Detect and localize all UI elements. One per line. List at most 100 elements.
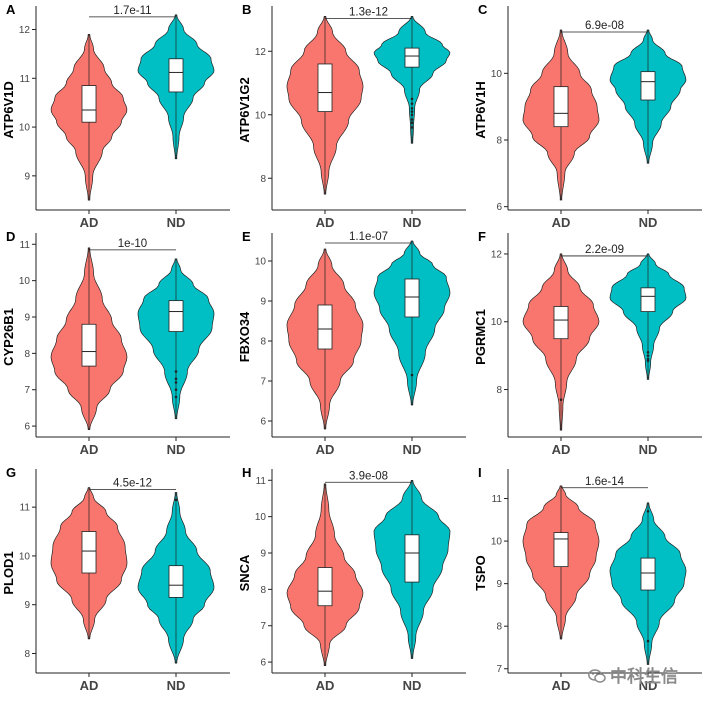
y-tick-label: 10 <box>255 110 267 121</box>
outlier-point <box>646 509 650 513</box>
watermark: 中科生信 <box>588 662 678 687</box>
y-tick-label: 8 <box>24 649 30 660</box>
outlier-point <box>410 102 414 105</box>
x-tick-label: ND <box>639 678 658 693</box>
x-tick-label: ND <box>403 678 422 693</box>
x-tick-label: ND <box>639 442 658 457</box>
p-value-label: 4.5e-12 <box>113 478 152 490</box>
panel-letter: C <box>478 2 488 17</box>
box-nd <box>640 71 656 101</box>
y-tick-label: 12 <box>491 249 503 260</box>
y-tick-label: 6 <box>24 422 30 433</box>
box-nd <box>404 534 420 583</box>
y-axis-label: TSPO <box>473 555 488 590</box>
p-value-label: 1.3e-12 <box>349 6 388 18</box>
y-tick-label: 6 <box>260 417 266 428</box>
panel-h: H SNCA 6 7 8 9 10 11 AD ND 3.9e-08 <box>237 465 466 693</box>
x-tick-label: AD <box>552 215 571 230</box>
x-tick-label: ND <box>167 678 186 693</box>
x-tick-label: ND <box>403 215 422 230</box>
y-tick-label: 9 <box>24 600 30 611</box>
y-tick-label: 7 <box>260 621 266 632</box>
x-tick-label: AD <box>80 442 99 457</box>
x-tick-label: AD <box>80 678 99 693</box>
y-tick-label: 8 <box>496 622 502 633</box>
y-axis-label: FBXO34 <box>237 311 252 362</box>
outlier-point <box>646 639 650 643</box>
y-tick-label: 6 <box>496 202 502 213</box>
outlier-point <box>174 381 178 384</box>
y-tick-label: 9 <box>260 549 266 560</box>
panel-a: A ATP6V1D 9 10 11 12 AD ND 1.7e-11 <box>1 2 230 230</box>
outlier-point <box>410 107 414 110</box>
y-tick-label: 10 <box>491 537 503 548</box>
x-tick-label: ND <box>403 442 422 457</box>
outlier-point <box>646 359 650 363</box>
p-value-label: 3.9e-08 <box>349 470 388 482</box>
box-ad <box>81 85 97 123</box>
outlier-point <box>410 97 414 101</box>
y-tick-label: 11 <box>256 476 267 487</box>
outlier-point <box>410 373 414 377</box>
panel-f: F PGRMC1 8 10 12 AD ND 2.2e-09 <box>473 229 702 457</box>
p-value-label: 1e-10 <box>118 238 147 250</box>
panel-i: I TSPO 7 8 9 10 11 AD ND 1.6e-14 <box>473 465 702 693</box>
outlier-point <box>410 126 414 129</box>
box-ad <box>317 63 333 112</box>
y-tick-label: 9 <box>24 313 30 324</box>
y-tick-label: 8 <box>260 174 266 185</box>
y-tick-label: 11 <box>20 74 31 85</box>
panel-letter: A <box>6 2 16 17</box>
panel-letter: H <box>242 465 251 480</box>
p-value-label: 1.7e-11 <box>113 5 151 17</box>
y-tick-label: 11 <box>492 494 503 505</box>
watermark-text: 中科生信 <box>610 667 678 687</box>
y-tick-label: 12 <box>255 47 267 58</box>
y-axis-label: ATP6V1D <box>1 81 16 139</box>
box-ad <box>553 86 569 128</box>
y-tick-label: 10 <box>255 512 267 523</box>
y-tick-label: 10 <box>491 69 503 80</box>
y-tick-label: 9 <box>260 297 266 308</box>
p-value-label: 1.6e-14 <box>585 476 625 488</box>
outlier-point <box>646 354 650 357</box>
y-tick-label: 8 <box>24 349 30 360</box>
y-tick-label: 11 <box>20 503 31 514</box>
outlier-point <box>410 121 414 124</box>
outlier-point <box>174 395 178 399</box>
y-axis-label: PLOD1 <box>1 551 16 594</box>
x-tick-label: AD <box>552 442 571 457</box>
p-value-label: 6.9e-08 <box>585 20 624 32</box>
wechat-icon <box>588 669 606 683</box>
x-tick-label: AD <box>80 215 99 230</box>
outlier-point <box>410 113 414 117</box>
panel-g: G PLOD1 8 9 10 11 AD ND 4.5e-12 <box>1 465 230 693</box>
box-nd <box>404 47 420 68</box>
y-tick-label: 9 <box>496 579 502 590</box>
y-tick-label: 7 <box>24 385 30 396</box>
panel-b: B ATP6V1G2 8 10 12 AD ND 1.3e-12 <box>237 2 466 230</box>
y-tick-label: 7 <box>260 377 266 388</box>
box-nd <box>640 557 656 591</box>
x-tick-label: AD <box>316 442 335 457</box>
x-tick-label: AD <box>316 678 335 693</box>
outlier-point <box>174 370 178 373</box>
box-nd <box>168 565 184 598</box>
y-tick-label: 8 <box>260 585 266 596</box>
y-tick-label: 10 <box>19 551 31 562</box>
box-ad <box>553 306 569 340</box>
outlier-point <box>559 398 563 402</box>
box-ad <box>317 304 333 350</box>
box-ad <box>317 567 333 607</box>
box-ad <box>81 531 97 574</box>
y-tick-label: 10 <box>19 123 31 134</box>
outlier-point <box>646 350 650 354</box>
panel-letter: D <box>6 229 15 244</box>
outlier-point <box>174 498 178 502</box>
panel-e: E FBXO34 6 7 8 9 10 AD ND 1.1e-07 <box>237 229 466 457</box>
y-axis-label: ATP6V1G2 <box>237 77 252 143</box>
y-tick-label: 8 <box>260 337 266 348</box>
panel-letter: I <box>478 465 482 480</box>
box-nd <box>168 300 184 332</box>
